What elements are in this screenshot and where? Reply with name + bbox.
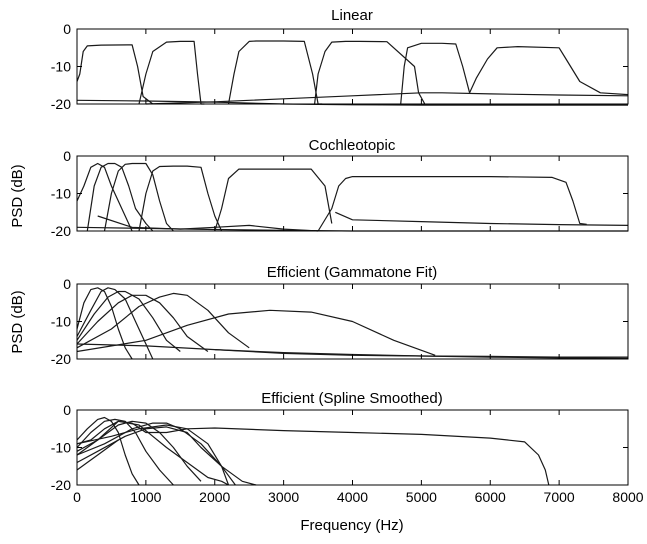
series-line: [469, 46, 629, 96]
series-line: [138, 40, 205, 105]
series-line: [76, 420, 550, 486]
x-tick-label: 2000: [199, 489, 230, 505]
series-line: [76, 424, 230, 486]
panel-spline-smoothed: Efficient (Spline Smoothed) 0-10-200 1000…: [51, 390, 644, 505]
x-tick-label: 4000: [337, 489, 368, 505]
series-line: [76, 287, 154, 360]
y-tick-label: -20: [51, 477, 71, 493]
y-tick-label: 0: [63, 402, 71, 418]
series-line: [103, 162, 174, 232]
series-line: [76, 292, 250, 349]
x-tick-label: 3000: [268, 489, 299, 505]
y-tick-label: -10: [51, 59, 71, 75]
series-line: [317, 176, 587, 232]
y-tick-label: -20: [51, 223, 71, 239]
panel-cochleotopic: Cochleotopic 0 -10 -20: [51, 137, 629, 239]
x-tick-label: 5000: [406, 489, 437, 505]
series-line: [76, 309, 436, 356]
series-line: [314, 40, 426, 105]
y-axis-label-lower: PSD (dB): [9, 290, 26, 353]
series-line: [138, 165, 223, 232]
x-tick-label: 1000: [130, 489, 161, 505]
y-tick-label: -10: [51, 314, 71, 330]
series-line: [76, 422, 236, 486]
series-line: [76, 162, 133, 232]
series-line: [76, 290, 181, 352]
panel-gammatone-fit: Efficient (Gammatone Fit) 0 -10 -20: [51, 264, 629, 367]
series-line: [86, 162, 154, 232]
y-axis-label-upper: PSD (dB): [9, 164, 26, 227]
panel-title: Linear: [331, 7, 373, 24]
panel-title: Efficient (Gammatone Fit): [267, 264, 438, 281]
series-line: [214, 168, 333, 232]
x-tick-label: 6000: [475, 489, 506, 505]
panel-title: Efficient (Spline Smoothed): [261, 390, 443, 407]
x-axis-label: Frequency (Hz): [300, 517, 403, 534]
x-tick-label: 0: [73, 489, 81, 505]
y-tick-label: -20: [51, 351, 71, 367]
series-line: [400, 42, 471, 105]
y-tick-label: -20: [51, 96, 71, 112]
x-tick-label: 8000: [612, 489, 643, 505]
series-line: [76, 416, 140, 486]
x-tick-label: 7000: [544, 489, 575, 505]
series-line: [76, 418, 174, 486]
panel-linear: Linear 0 -10 -20: [51, 7, 629, 112]
series-line: [76, 287, 133, 360]
series-line: [76, 99, 628, 106]
series-line: [76, 426, 257, 486]
series-line: [227, 40, 323, 105]
y-tick-label: -10: [51, 186, 71, 202]
series-line: [76, 294, 209, 352]
panel-title: Cochleotopic: [309, 137, 396, 154]
series-line: [76, 420, 229, 486]
plot-frame: [76, 409, 629, 486]
y-tick-label: -10: [51, 440, 71, 456]
y-tick-label: 0: [63, 21, 71, 37]
series-line: [145, 92, 629, 105]
series-line: [76, 420, 202, 482]
series-line: [76, 439, 119, 471]
y-tick-label: 0: [63, 276, 71, 292]
plot-frame: [76, 28, 629, 105]
y-tick-label: 0: [63, 148, 71, 164]
series-line: [335, 211, 629, 226]
